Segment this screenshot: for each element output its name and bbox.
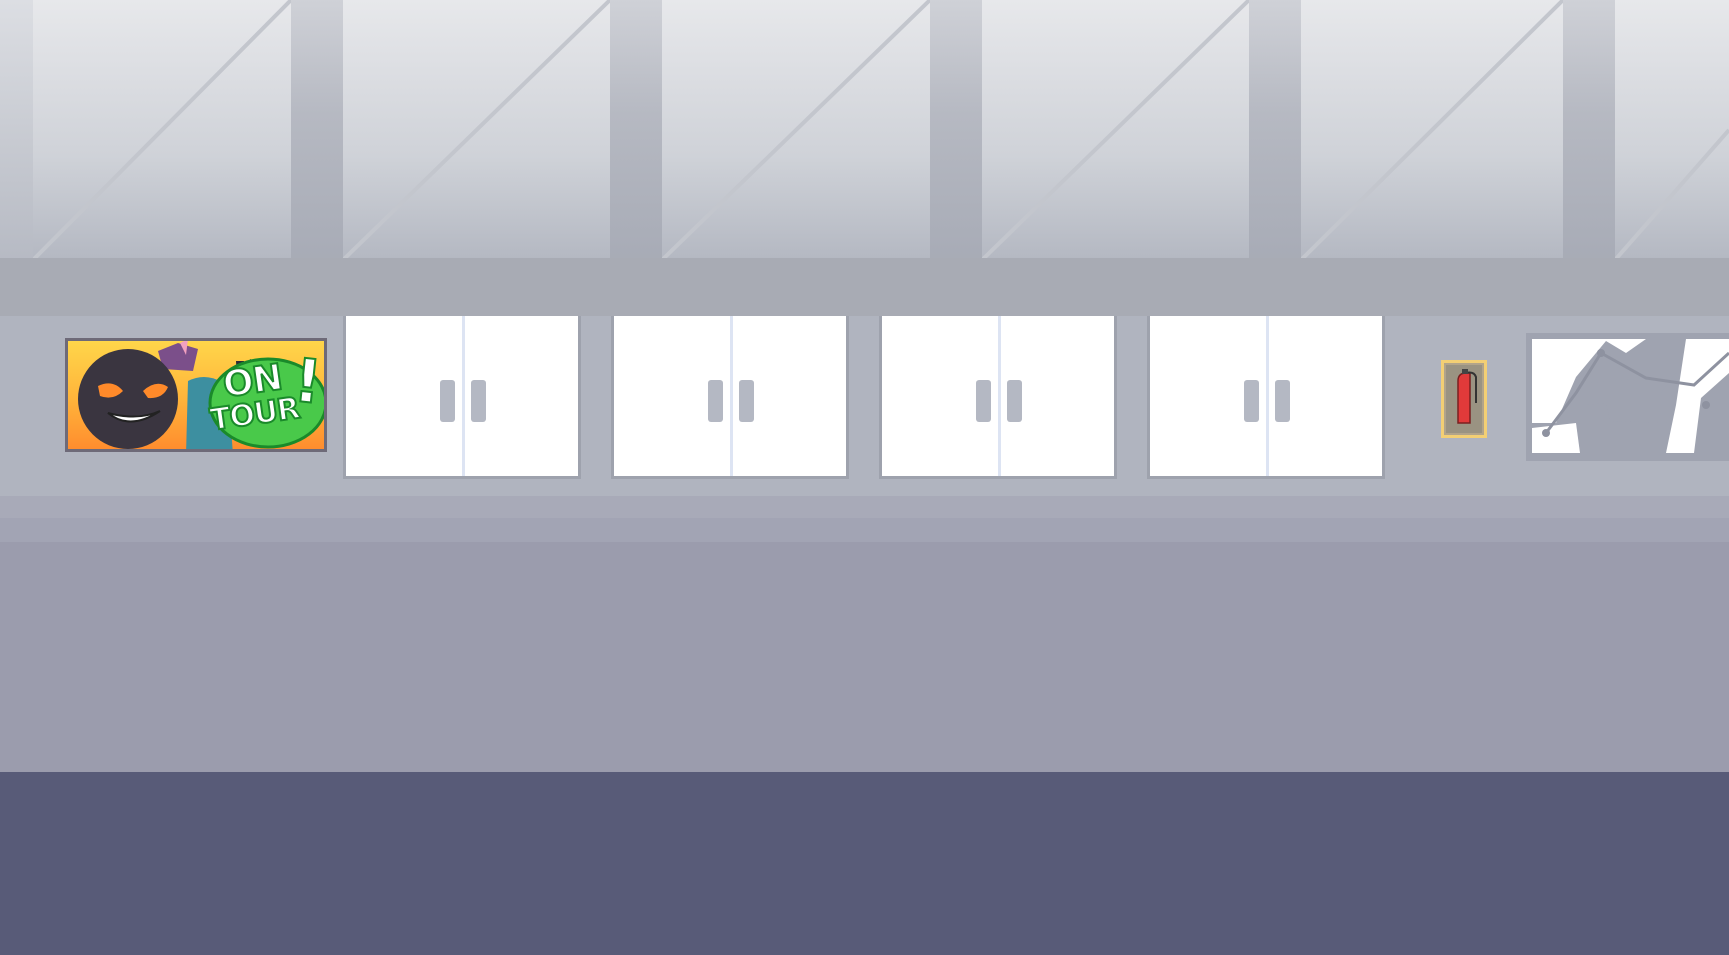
wall-ledge [0,518,1729,542]
fire-extinguisher-icon[interactable] [1441,360,1487,438]
locker-handle[interactable] [471,380,486,422]
locker[interactable] [343,316,581,479]
wall-pillar [291,0,343,285]
on-tour-poster: ON TOUR ! [65,338,327,452]
wall-pillar [930,0,982,285]
floor [0,542,1729,772]
locker[interactable] [1147,316,1385,479]
locker-handle[interactable] [440,380,455,422]
locker[interactable] [611,316,849,479]
wall-pillar [610,0,662,285]
locker-handle[interactable] [708,380,723,422]
window-pane [33,0,291,260]
broken-window-icon [1526,333,1729,461]
header-beam [0,258,1729,316]
locker-handle[interactable] [1244,380,1259,422]
locker-handle[interactable] [739,380,754,422]
locker-handle[interactable] [976,380,991,422]
locker-handle[interactable] [1275,380,1290,422]
window-pane [343,0,610,260]
floor-foreground [0,772,1729,955]
wall-pillar [1249,0,1301,285]
locker-door-seam [462,316,465,476]
wall-ledge [0,496,1729,518]
window-pane [1615,0,1729,260]
locker-door-seam [1266,316,1269,476]
wall-pillar [1563,0,1615,285]
locker[interactable] [879,316,1117,479]
locker-door-seam [730,316,733,476]
window-pane [982,0,1249,260]
locker-door-seam [998,316,1001,476]
window-pane [662,0,930,260]
locker-handle[interactable] [1007,380,1022,422]
window-pane [1301,0,1563,260]
